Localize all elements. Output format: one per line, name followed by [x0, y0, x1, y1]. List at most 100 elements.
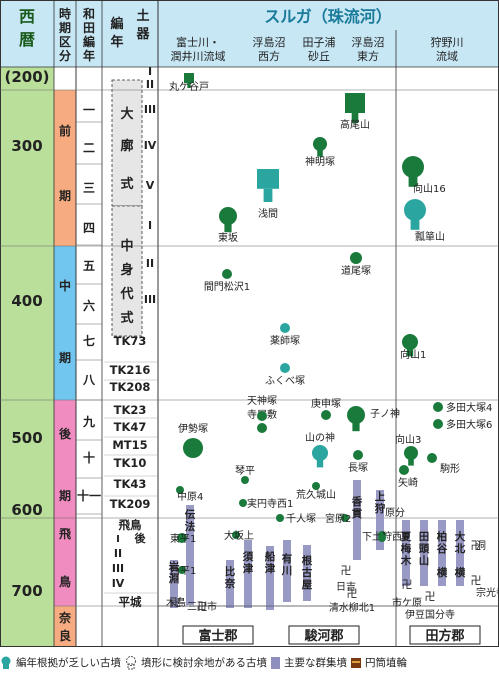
group-arikawa	[283, 540, 291, 602]
svg-text:年: 年	[110, 34, 123, 50]
svg-text:西方: 西方	[258, 49, 280, 63]
svg-text:分: 分	[59, 48, 71, 63]
svg-text:四: 四	[83, 221, 95, 235]
period-nara	[54, 606, 76, 647]
svg-text:期: 期	[59, 188, 71, 203]
svg-text:TK47: TK47	[114, 420, 147, 434]
svg-text:船: 船	[265, 550, 276, 563]
svg-text:法: 法	[185, 520, 196, 533]
tomb-label: 向山1	[400, 348, 426, 361]
legend-dashed-icon	[126, 655, 136, 669]
svg-text:身: 身	[120, 262, 133, 278]
period-asuka	[54, 518, 76, 606]
svg-text:貫: 貫	[351, 507, 363, 520]
tomb-label: 薬師塚	[270, 334, 300, 347]
tomb-label: 丸ケ谷戸	[169, 80, 209, 93]
svg-text:七: 七	[83, 334, 95, 348]
tomb-12: 伊勢塚	[178, 422, 208, 458]
tomb-label: 東坂	[218, 231, 238, 244]
tomb-16: 山の神	[305, 431, 335, 468]
group-funatsu	[266, 546, 274, 610]
svg-text:MT15: MT15	[112, 438, 147, 452]
svg-text:五: 五	[83, 259, 95, 273]
tomb-15: 庚申塚	[311, 397, 341, 420]
tomb-label: 向山3	[395, 433, 421, 446]
header-wada: 和	[82, 6, 95, 21]
tomb-30: 大坂上	[224, 529, 254, 542]
svg-text:卍: 卍	[341, 564, 352, 577]
svg-text:比: 比	[225, 565, 236, 578]
tomb-7: 道尾塚	[341, 252, 371, 277]
tomb-label: 大坂上	[224, 529, 254, 542]
svg-text:卍: 卍	[171, 596, 182, 609]
tomb-label: 千人塚	[286, 513, 316, 525]
svg-text:TK208: TK208	[110, 380, 151, 394]
tomb-21: 多田大塚6	[433, 418, 492, 431]
header-river: スルガ（珠流河）	[264, 7, 392, 26]
svg-text:卍: 卍	[471, 574, 482, 587]
tomb-label: 神明塚	[305, 155, 335, 168]
nakamishiro-box	[111, 205, 143, 337]
wada-1: 一	[83, 103, 95, 117]
svg-text:十一: 十一	[77, 488, 101, 503]
tomb-label: 多田大塚4	[446, 401, 492, 414]
svg-text:田方郡: 田方郡	[425, 628, 464, 644]
district-tagata	[409, 625, 481, 645]
tomb-label: 間門松沢1	[204, 280, 250, 293]
svg-text:TK23: TK23	[114, 403, 147, 417]
svg-text:古: 古	[302, 566, 313, 579]
tomb-label: 原分	[385, 507, 405, 519]
region-tagonoura: 田子浦	[303, 36, 336, 49]
tomb-label: 向山16	[413, 182, 446, 195]
tomb-9: 薬師塚	[270, 323, 300, 347]
tomb-label: 伊豆国分寺	[405, 609, 455, 621]
tomb-label: 伊勢塚	[178, 422, 208, 435]
legend-haniwa-icon	[351, 657, 361, 668]
header-jiki: 時	[59, 6, 71, 21]
svg-text:卍: 卍	[471, 539, 482, 552]
tomb-25: 荒久城山	[296, 482, 336, 501]
svg-text:鳥: 鳥	[59, 574, 71, 589]
svg-text:谷: 谷	[437, 542, 448, 555]
tomb-label: 西平1	[170, 566, 196, 577]
daikaku-box	[111, 79, 143, 207]
tomb-label: 道尾塚	[341, 264, 371, 277]
group-kashiwaya	[438, 520, 446, 586]
tomb-label: 高尾山	[340, 118, 370, 131]
tomb-0: 丸ケ谷戸	[169, 73, 209, 93]
svg-text:横: 横	[437, 566, 448, 579]
tomb-38: 卍木島	[166, 596, 186, 609]
svg-text:II: II	[146, 78, 154, 91]
region-ukishima-east: 浮島沼	[352, 35, 385, 49]
tomb-32: 宮原2	[325, 512, 351, 525]
period-chuki	[54, 246, 76, 400]
legend-uncertain-date: 編年根拠が乏しい古墳	[16, 657, 121, 669]
svg-text:砂丘: 砂丘	[308, 50, 330, 63]
svg-text:TK209: TK209	[110, 497, 151, 511]
svg-text:駿河郡: 駿河郡	[304, 628, 343, 644]
tomb-2: 神明塚	[305, 137, 335, 168]
tomb-27: 中原4	[176, 486, 203, 503]
svg-text:期: 期	[59, 488, 71, 503]
doki-group-daikaku: 大	[120, 106, 133, 122]
group-kamitogari	[376, 490, 384, 550]
tomb-label: 市ケ原	[392, 596, 422, 609]
tomb-23: 矢崎	[398, 465, 418, 489]
svg-text:良: 良	[59, 628, 71, 643]
svg-text:十: 十	[83, 450, 95, 465]
svg-text:奈: 奈	[224, 577, 236, 590]
region-fujikawa: 富士川・	[176, 35, 220, 49]
tomb-28: 東平1	[170, 532, 196, 545]
tomb-label: 宗光寺	[476, 586, 499, 599]
svg-text:三: 三	[83, 181, 95, 195]
year-400: 400	[11, 292, 42, 310]
tomb-17: 子ノ神	[347, 406, 400, 432]
group-kanuki	[353, 480, 361, 560]
group-natsumegi	[402, 520, 410, 586]
legend-uncertain-shape: 墳形に検討余地がある古墳	[141, 657, 267, 669]
svg-text:II: II	[146, 257, 154, 270]
tomb-label: 駒形	[440, 463, 460, 475]
svg-text:II: II	[114, 547, 122, 560]
period-label-nara: 奈	[58, 610, 72, 625]
